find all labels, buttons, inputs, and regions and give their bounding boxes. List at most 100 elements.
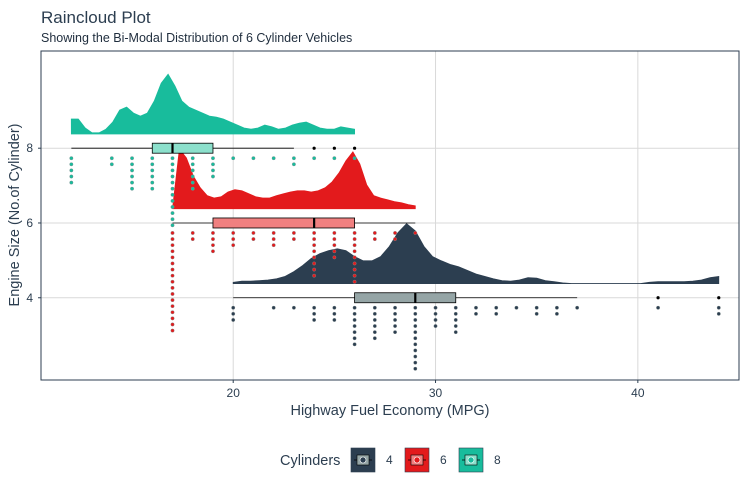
x-axis-ticks: 20 30 40: [227, 380, 645, 400]
rain-point-6: [312, 231, 317, 235]
rain-point-6: [372, 237, 377, 241]
y-tick-label: 4: [26, 291, 33, 305]
rain-point-8: [69, 162, 74, 167]
rain-point-4: [413, 324, 418, 328]
y-tick-label: 6: [26, 216, 33, 230]
legend-label-8: 8: [494, 453, 501, 467]
rain-point-8: [170, 217, 175, 222]
rain-point-6: [352, 237, 357, 241]
rain-point-8: [332, 156, 337, 161]
rain-point-6: [170, 328, 175, 333]
rain-point-4: [494, 311, 499, 316]
rain-point-4: [312, 318, 317, 322]
rain-point-4: [413, 348, 418, 353]
rain-point-4: [332, 305, 337, 310]
rain-point-4: [453, 330, 458, 335]
rain-point-8: [130, 156, 134, 161]
rain-point-8: [69, 174, 74, 179]
rain-point-4: [271, 305, 276, 310]
rain-point-4: [433, 311, 438, 316]
box-8: [151, 142, 214, 154]
rain-point-4: [534, 305, 539, 310]
rain-point-4: [433, 305, 438, 310]
rain-point-6: [211, 249, 215, 254]
rain-point-6: [170, 316, 175, 321]
rain-point-6: [312, 255, 317, 260]
gridlines: [41, 51, 739, 380]
rain-point-4: [291, 305, 296, 310]
rain-point-6: [352, 255, 357, 260]
rain-point-6: [332, 243, 337, 248]
rain-point-8: [211, 174, 215, 179]
rain-point-4: [453, 318, 458, 322]
rain-point-8: [170, 199, 175, 203]
rain-point-6: [170, 231, 175, 235]
rain-point-6: [352, 273, 357, 278]
rain-point-8: [150, 168, 155, 173]
rain-point-4: [312, 305, 317, 310]
rain-point-6: [211, 237, 215, 241]
density-clouds: [70, 73, 720, 284]
rain-point-8: [231, 156, 236, 161]
rain-point-4: [514, 305, 519, 310]
rain-point-4: [413, 330, 418, 335]
rain-point-8: [190, 186, 195, 191]
rain-point-6: [211, 243, 215, 248]
rain-point-6: [291, 231, 296, 235]
y-axis-label: Engine Size (No.of Cylinder): [7, 124, 23, 307]
rain-point-8: [130, 168, 134, 173]
rain-point-6: [312, 249, 317, 254]
rain-point-8: [150, 162, 155, 167]
x-tick-label: 20: [227, 386, 241, 400]
rain-point-6: [332, 255, 337, 260]
rain-point-6: [170, 273, 175, 278]
rain-point-8: [170, 192, 175, 197]
rain-point-4: [393, 305, 397, 310]
rain-point-8: [190, 174, 195, 179]
rain-point-4: [453, 305, 458, 310]
outlier-8: [312, 146, 316, 150]
rain-point-8: [190, 156, 195, 161]
rain-point-4: [231, 305, 236, 310]
box-6: [212, 217, 355, 229]
rain-point-6: [211, 231, 215, 235]
rain-point-8: [170, 186, 175, 191]
rain-point-4: [555, 311, 559, 316]
rain-point-6: [413, 231, 418, 235]
rain-point-6: [393, 231, 397, 235]
rain-point-4: [474, 305, 478, 310]
rain-point-8: [130, 180, 134, 185]
box-4: [354, 292, 457, 304]
outlier-8: [332, 146, 336, 150]
rain-point-6: [190, 231, 195, 235]
outlier-4: [656, 296, 660, 300]
rain-point-6: [393, 237, 397, 241]
legend-title: Cylinders: [280, 453, 340, 469]
rain-point-6: [231, 231, 236, 235]
rain-point-6: [170, 298, 175, 302]
rain-point-6: [170, 249, 175, 254]
rain-point-8: [170, 168, 175, 173]
rain-point-4: [413, 360, 418, 365]
rain-point-4: [352, 324, 357, 328]
rain-point-6: [170, 279, 175, 284]
rain-point-8: [150, 174, 155, 179]
rain-point-6: [352, 231, 357, 235]
rain-point-6: [170, 285, 175, 290]
rain-point-4: [433, 318, 438, 322]
rain-point-6: [312, 273, 317, 278]
rain-point-4: [372, 311, 377, 316]
rain-point-6: [231, 243, 236, 248]
rain-point-8: [170, 162, 175, 167]
rain-point-4: [352, 342, 357, 347]
rain-point-4: [413, 342, 418, 347]
rain-point-4: [656, 305, 660, 310]
rain-point-8: [211, 168, 215, 173]
chart-subtitle: Showing the Bi-Modal Distribution of 6 C…: [41, 31, 352, 45]
rain-point-6: [332, 231, 337, 235]
rain-point-6: [271, 237, 276, 241]
rain-point-6: [352, 279, 357, 284]
rain-point-6: [352, 249, 357, 254]
rain-point-4: [352, 305, 357, 310]
